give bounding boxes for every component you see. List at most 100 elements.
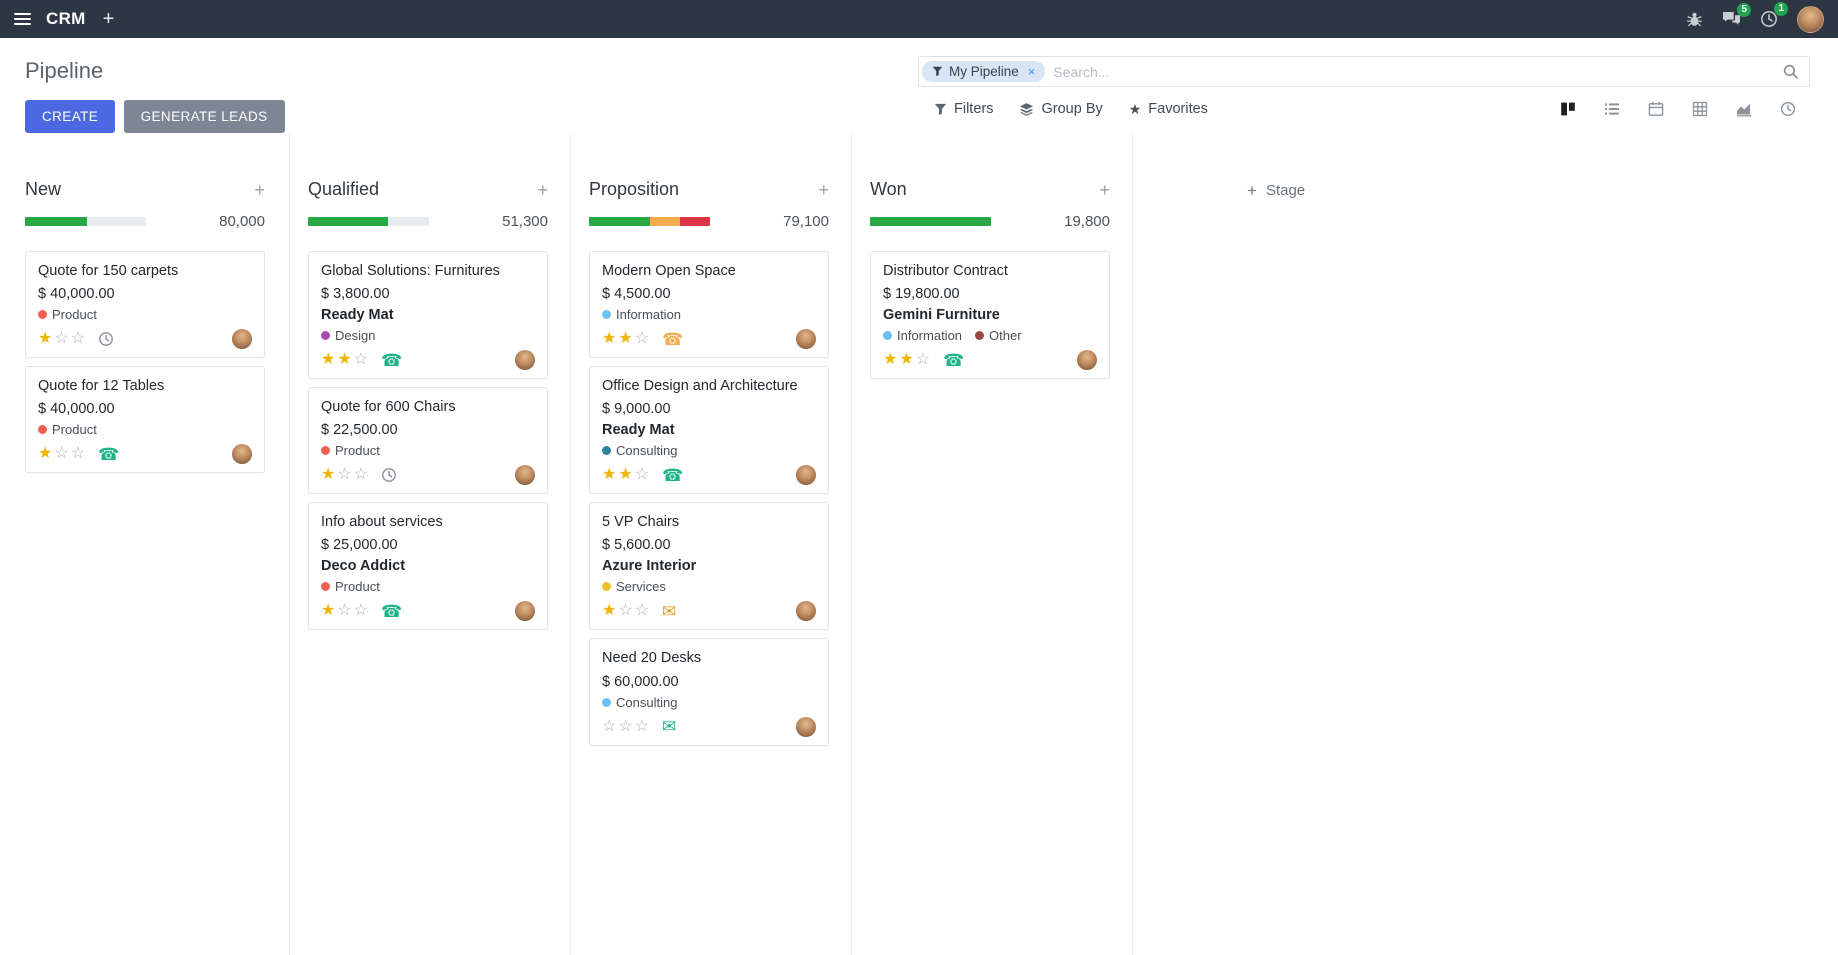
app-name[interactable]: CRM <box>46 9 86 28</box>
star-empty-icon[interactable]: ☆ <box>353 466 371 484</box>
column-quick-create-button[interactable]: + <box>818 179 829 200</box>
star-empty-icon[interactable]: ☆ <box>602 717 619 735</box>
add-icon[interactable]: + <box>102 8 115 30</box>
card-tag[interactable]: Product <box>38 422 97 437</box>
column-quick-create-button[interactable]: + <box>1099 179 1110 200</box>
star-empty-icon[interactable]: ☆ <box>70 330 88 348</box>
favorites-button[interactable]: ★ Favorites <box>1129 97 1208 121</box>
card-avatar[interactable] <box>515 465 535 486</box>
pivot-view-button[interactable] <box>1678 95 1722 123</box>
priority-stars[interactable]: ★☆☆ <box>38 446 87 462</box>
star-filled-icon[interactable]: ★ <box>602 602 619 620</box>
star-empty-icon[interactable]: ☆ <box>353 602 371 620</box>
column-title[interactable]: Won <box>870 179 907 199</box>
card-avatar[interactable] <box>796 329 816 350</box>
graph-view-button[interactable] <box>1722 95 1766 123</box>
activity-view-button[interactable] <box>1766 95 1810 123</box>
star-empty-icon[interactable]: ☆ <box>634 602 652 620</box>
search-input[interactable] <box>1045 63 1782 80</box>
star-filled-icon[interactable]: ★ <box>321 466 338 484</box>
card-avatar[interactable] <box>515 350 535 371</box>
generate-leads-button[interactable]: GENERATE LEADS <box>123 100 285 133</box>
card-avatar[interactable] <box>796 601 816 622</box>
star-empty-icon[interactable]: ☆ <box>337 466 354 484</box>
star-empty-icon[interactable]: ☆ <box>54 445 71 463</box>
card-tag[interactable]: Design <box>321 328 375 343</box>
card-avatar[interactable] <box>1077 350 1097 371</box>
priority-stars[interactable]: ★★☆ <box>321 352 370 368</box>
phone-icon[interactable]: ☎ <box>662 467 683 484</box>
star-empty-icon[interactable]: ☆ <box>70 445 88 463</box>
column-quick-create-button[interactable]: + <box>254 179 265 200</box>
column-quick-create-button[interactable]: + <box>537 179 548 200</box>
star-filled-icon[interactable]: ★ <box>602 330 619 348</box>
star-filled-icon[interactable]: ★ <box>38 445 55 463</box>
envelope-icon[interactable]: ✉ <box>662 718 676 735</box>
phone-icon[interactable]: ☎ <box>943 352 964 369</box>
column-progressbar[interactable] <box>589 217 710 226</box>
kanban-card[interactable]: Info about services $ 25,000.00 Deco Addic… <box>308 502 548 631</box>
kanban-card[interactable]: Modern Open Space $ 4,500.00 Information ★★… <box>589 251 829 359</box>
column-title[interactable]: New <box>25 179 62 199</box>
kanban-card[interactable]: Distributor Contract $ 19,800.00 Gemini Fu… <box>870 251 1110 380</box>
kanban-card[interactable]: Quote for 600 Chairs $ 22,500.00 Product ★☆… <box>308 387 548 495</box>
kanban-card[interactable]: Quote for 150 carpets $ 40,000.00 Product ★… <box>25 251 265 359</box>
star-empty-icon[interactable]: ☆ <box>54 330 71 348</box>
card-tag[interactable]: Consulting <box>602 695 677 710</box>
star-filled-icon[interactable]: ★ <box>618 466 635 484</box>
group-by-button[interactable]: Group By <box>1019 97 1103 121</box>
star-filled-icon[interactable]: ★ <box>602 466 619 484</box>
star-filled-icon[interactable]: ★ <box>321 602 338 620</box>
star-empty-icon[interactable]: ☆ <box>634 717 652 735</box>
card-tag[interactable]: Other <box>975 328 1022 343</box>
kanban-view-button[interactable] <box>1546 95 1590 123</box>
star-filled-icon[interactable]: ★ <box>883 351 900 369</box>
list-view-button[interactable] <box>1590 95 1634 123</box>
star-empty-icon[interactable]: ☆ <box>634 466 652 484</box>
create-button[interactable]: CREATE <box>25 100 116 133</box>
phone-icon[interactable]: ☎ <box>381 352 402 369</box>
phone-icon[interactable]: ☎ <box>381 603 402 620</box>
card-tag[interactable]: Product <box>38 307 97 322</box>
messages-button[interactable]: 5 <box>1722 3 1751 27</box>
star-empty-icon[interactable]: ☆ <box>634 330 652 348</box>
priority-stars[interactable]: ★☆☆ <box>38 331 87 347</box>
star-filled-icon[interactable]: ★ <box>321 351 338 369</box>
kanban-card[interactable]: 5 VP Chairs $ 5,600.00 Azure Interior Servi… <box>589 502 829 631</box>
card-avatar[interactable] <box>232 444 252 465</box>
star-filled-icon[interactable]: ★ <box>38 330 55 348</box>
card-avatar[interactable] <box>796 465 816 486</box>
star-filled-icon[interactable]: ★ <box>618 330 635 348</box>
card-avatar[interactable] <box>515 601 535 622</box>
star-empty-icon[interactable]: ☆ <box>353 351 371 369</box>
card-tag[interactable]: Product <box>321 443 380 458</box>
envelope-icon[interactable]: ✉ <box>662 603 676 620</box>
activities-button[interactable]: 1 <box>1760 2 1788 28</box>
card-tag[interactable]: Product <box>321 579 380 594</box>
priority-stars[interactable]: ★☆☆ <box>602 603 651 619</box>
column-title[interactable]: Proposition <box>589 179 680 199</box>
phone-icon[interactable]: ☎ <box>662 331 683 348</box>
debug-bug-button[interactable] <box>1686 11 1703 28</box>
star-empty-icon[interactable]: ☆ <box>915 351 933 369</box>
clock-icon[interactable] <box>98 331 114 347</box>
priority-stars[interactable]: ★★☆ <box>602 331 651 347</box>
apps-menu-icon[interactable] <box>14 10 31 28</box>
phone-icon[interactable]: ☎ <box>98 446 119 463</box>
facet-remove-icon[interactable]: × <box>1027 64 1036 79</box>
filters-button[interactable]: Filters <box>934 97 993 121</box>
user-avatar[interactable] <box>1797 5 1824 33</box>
star-empty-icon[interactable]: ☆ <box>337 602 354 620</box>
priority-stars[interactable]: ★★☆ <box>602 467 651 483</box>
card-tag[interactable]: Information <box>602 307 681 322</box>
card-avatar[interactable] <box>232 329 252 350</box>
kanban-card[interactable]: Quote for 12 Tables $ 40,000.00 Product ★☆☆… <box>25 366 265 474</box>
kanban-card[interactable]: Global Solutions: Furnitures $ 3,800.00 Re… <box>308 251 548 380</box>
search-submit-button[interactable] <box>1782 63 1799 80</box>
priority-stars[interactable]: ☆☆☆ <box>602 717 652 735</box>
column-progressbar[interactable] <box>870 217 991 226</box>
star-filled-icon[interactable]: ★ <box>337 351 354 369</box>
priority-stars[interactable]: ★★☆ <box>883 352 932 368</box>
star-empty-icon[interactable]: ☆ <box>618 717 635 735</box>
priority-stars[interactable]: ★☆☆ <box>321 467 370 483</box>
